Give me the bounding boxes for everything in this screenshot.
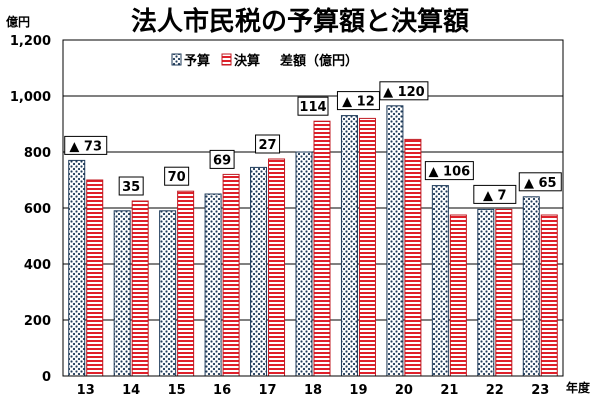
x-tick-label: 21 [440, 383, 458, 398]
y-axis-ticks: 0 200 400 600 800 1,000 1,200 [10, 34, 51, 385]
difference-label-box [297, 96, 329, 116]
difference-label: ▲ 106 [429, 165, 471, 180]
difference-label-box [518, 172, 562, 192]
x-axis-unit: 年度 [566, 380, 591, 395]
y-tick-label: 400 [24, 258, 51, 273]
bar-settlement [86, 179, 104, 377]
bar-budget [431, 185, 449, 377]
bar-settlement [177, 190, 195, 377]
difference-label: 69 [213, 153, 231, 168]
y-tick-label: 600 [24, 202, 51, 217]
legend: 予算 決算 差額（億円） [171, 53, 358, 69]
bar-budget [250, 166, 268, 377]
y-tick-label: 800 [24, 146, 51, 161]
bar-settlement [268, 158, 286, 377]
bar-settlement [449, 214, 467, 377]
legend-difference-label: 差額（億円） [280, 53, 358, 69]
bar-budget [68, 159, 86, 377]
bar-settlement [540, 214, 558, 377]
bar-budget [340, 115, 358, 377]
legend-budget-label: 予算 [184, 53, 210, 69]
x-tick-label: 14 [122, 383, 140, 398]
x-tick-label: 16 [213, 383, 231, 398]
x-tick-label: 13 [77, 383, 95, 398]
y-tick-label: 1,200 [10, 34, 51, 49]
difference-labels: ▲ 73 35 70 69 27 114 ▲ 12 ▲ 120 ▲ 106 ▲ 7 ▲ 65 [64, 81, 562, 204]
difference-label-box [118, 176, 144, 196]
bar-settlement [131, 200, 149, 377]
bar-budget [204, 193, 222, 377]
y-tick-label: 0 [42, 370, 51, 385]
x-tick-label: 20 [395, 383, 413, 398]
difference-label: ▲ 73 [69, 139, 102, 154]
bar-budget [159, 210, 177, 377]
bars [68, 105, 558, 377]
bar-settlement [404, 138, 422, 377]
bar-budget [386, 105, 404, 377]
difference-label: 27 [258, 138, 276, 153]
legend-settlement-label: 決算 [234, 53, 260, 69]
chart-title: 法人市民税の予算額と決算額 [131, 6, 469, 37]
difference-label-box [164, 166, 190, 186]
bar-settlement [495, 208, 513, 377]
difference-label-box [424, 161, 474, 181]
difference-label: ▲ 120 [383, 85, 425, 100]
bar-budget [522, 196, 540, 377]
bar-settlement [313, 120, 331, 377]
x-tick-label: 18 [304, 383, 322, 398]
bar-budget [113, 210, 131, 377]
difference-label: 35 [122, 180, 140, 195]
x-axis-ticks: 13 14 15 16 17 18 19 20 21 22 23 [77, 383, 550, 398]
x-tick-label: 22 [486, 383, 504, 398]
difference-label: 114 [299, 100, 326, 115]
difference-label: ▲ 65 [524, 176, 557, 191]
bar-settlement [222, 173, 240, 377]
difference-label: ▲ 12 [342, 95, 375, 110]
y-tick-label: 1,000 [10, 90, 51, 105]
plot-area-border [62, 39, 564, 377]
difference-label-box [64, 135, 108, 155]
x-tick-label: 15 [168, 383, 186, 398]
bar-settlement [358, 117, 376, 377]
difference-label-box [336, 91, 380, 111]
y-axis-unit: 億円 [6, 14, 30, 29]
legend-settlement-swatch [221, 53, 232, 66]
difference-label: 70 [168, 170, 186, 185]
x-tick-label: 17 [258, 383, 276, 398]
bar-budget [295, 151, 313, 377]
legend-budget-swatch [171, 53, 182, 66]
difference-label-box [379, 81, 429, 101]
difference-label-box [255, 134, 281, 154]
y-tick-label: 200 [24, 314, 51, 329]
difference-label: ▲ 7 [483, 188, 507, 203]
bar-budget [477, 208, 495, 377]
x-tick-label: 19 [349, 383, 367, 398]
x-tick-label: 23 [531, 383, 549, 398]
difference-label-box [209, 149, 235, 169]
difference-label-box [473, 184, 517, 204]
